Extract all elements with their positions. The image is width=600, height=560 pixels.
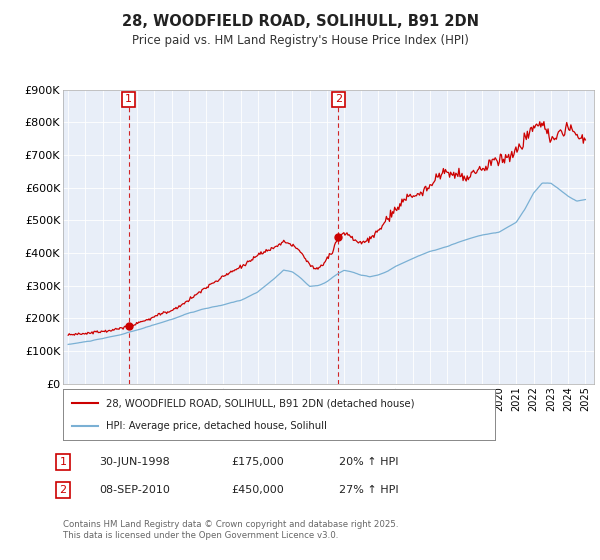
Text: 28, WOODFIELD ROAD, SOLIHULL, B91 2DN: 28, WOODFIELD ROAD, SOLIHULL, B91 2DN — [121, 14, 479, 29]
Text: 08-SEP-2010: 08-SEP-2010 — [99, 485, 170, 495]
Text: 20% ↑ HPI: 20% ↑ HPI — [339, 457, 398, 467]
Text: 1: 1 — [125, 95, 132, 104]
Text: 1: 1 — [59, 457, 67, 467]
Text: Price paid vs. HM Land Registry's House Price Index (HPI): Price paid vs. HM Land Registry's House … — [131, 34, 469, 46]
Text: £450,000: £450,000 — [231, 485, 284, 495]
Text: 27% ↑ HPI: 27% ↑ HPI — [339, 485, 398, 495]
Text: £175,000: £175,000 — [231, 457, 284, 467]
Text: HPI: Average price, detached house, Solihull: HPI: Average price, detached house, Soli… — [106, 421, 327, 431]
Text: 28, WOODFIELD ROAD, SOLIHULL, B91 2DN (detached house): 28, WOODFIELD ROAD, SOLIHULL, B91 2DN (d… — [106, 398, 415, 408]
Text: 2: 2 — [335, 95, 342, 104]
Text: Contains HM Land Registry data © Crown copyright and database right 2025.
This d: Contains HM Land Registry data © Crown c… — [63, 520, 398, 540]
Text: 2: 2 — [59, 485, 67, 495]
Text: 30-JUN-1998: 30-JUN-1998 — [99, 457, 170, 467]
